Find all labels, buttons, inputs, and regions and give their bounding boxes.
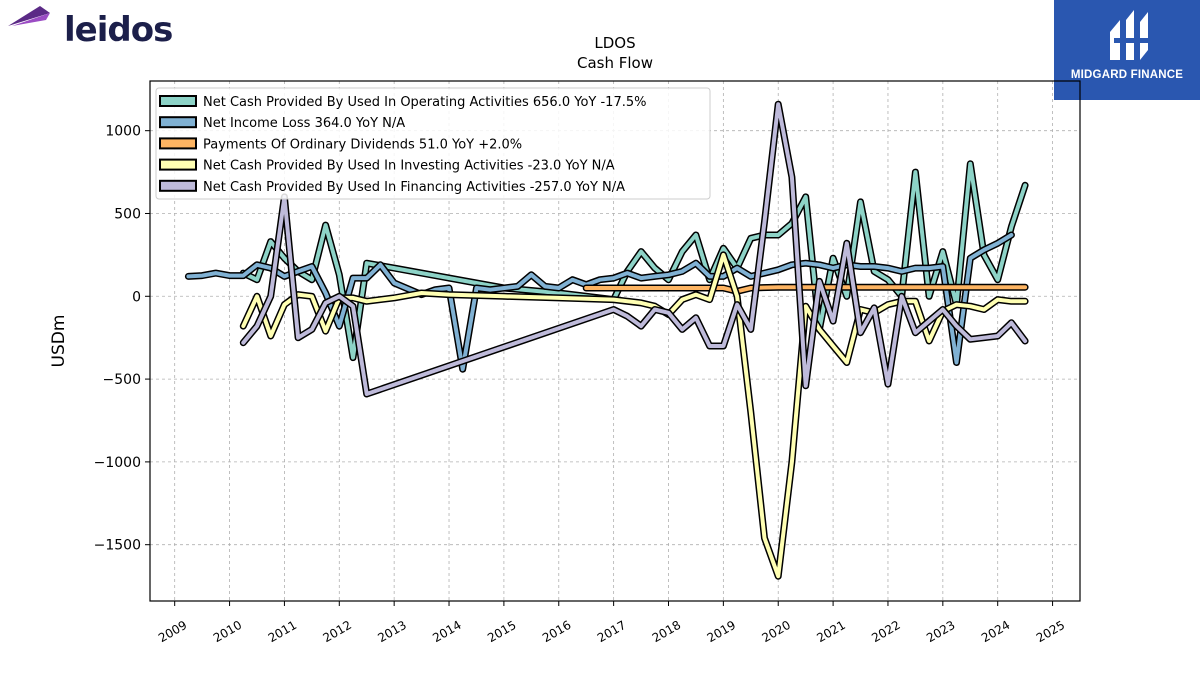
x-tick-label: 2024 (979, 618, 1012, 645)
series-path (584, 285, 1028, 294)
series-line-1 (239, 160, 1029, 362)
x-tick-label: 2014 (430, 618, 463, 645)
x-tick-label: 2016 (540, 618, 573, 645)
legend-swatch (159, 158, 197, 171)
legend-item: Net Cash Provided By Used In Financing A… (159, 179, 625, 195)
y-axis-label: USDm (49, 315, 69, 368)
legend-label: Net Cash Provided By Used In Financing A… (203, 180, 625, 195)
series-path (186, 233, 1014, 372)
x-tick-label: 2023 (924, 618, 957, 645)
legend-swatch (159, 95, 197, 107)
legend-item: Net Cash Provided By Used In Operating A… (159, 95, 646, 110)
legend-swatch (159, 116, 197, 129)
x-tick-label: 2021 (814, 618, 847, 645)
badge-name: MIDGARD FINANCE (1070, 69, 1184, 81)
legend-swatch (159, 137, 197, 150)
legend-label: Net Cash Provided By Used In Operating A… (203, 95, 646, 110)
x-tick-label: 2015 (485, 618, 518, 645)
plot-frame (149, 80, 1081, 602)
y-tick-label: 500 (114, 206, 141, 222)
legend-label: Payments Of Ordinary Dividends 51.0 YoY … (203, 137, 522, 152)
legend-label: Net Income Loss 364.0 YoY N/A (203, 116, 405, 131)
brand-name: leidos (64, 10, 173, 50)
series-lines (184, 100, 1029, 580)
midgard-finance-badge: MIDGARD FINANCE (1054, 0, 1200, 100)
series-path (241, 161, 1028, 360)
x-tick-label: 2017 (595, 618, 628, 645)
x-tick-label: 2012 (321, 618, 354, 645)
series-line-5 (239, 100, 1029, 398)
x-tick-label: 2009 (156, 618, 189, 645)
y-tick-label: 0 (132, 289, 141, 305)
x-tick-label: 2022 (869, 618, 902, 645)
x-tick-label: 2013 (375, 618, 408, 645)
x-tick-label: 2018 (650, 618, 683, 645)
y-tick-label: −1500 (94, 538, 141, 554)
legend-item: Payments Of Ordinary Dividends 51.0 YoY … (159, 137, 522, 152)
y-tick-label: 1000 (105, 124, 141, 140)
legend-label: Net Cash Provided By Used In Investing A… (203, 159, 615, 174)
y-tick-label: −1000 (94, 455, 141, 471)
legend-item: Net Cash Provided By Used In Investing A… (159, 158, 615, 174)
legend-box (155, 87, 711, 200)
x-tick-label: 2011 (266, 618, 299, 645)
legend-item: Net Income Loss 364.0 YoY N/A (159, 116, 405, 131)
legend: Net Cash Provided By Used In Operating A… (155, 87, 711, 200)
leidos-swoosh-icon (8, 6, 50, 26)
x-tick-label: 2025 (1034, 618, 1067, 645)
chart-subtitle: Cash Flow (577, 54, 653, 72)
midgard-logo-icon (1110, 10, 1148, 60)
y-tick-label: −500 (103, 372, 141, 388)
series-path (241, 102, 1028, 396)
legend-swatch (159, 179, 197, 192)
x-tick-label: 2010 (211, 618, 244, 645)
x-tick-label: 2020 (760, 618, 793, 645)
series-line-3 (582, 283, 1029, 295)
leidos-logo: leidos (6, 4, 176, 50)
chart-title: LDOS (594, 34, 635, 52)
series-line-2 (184, 231, 1015, 373)
x-tick-label: 2019 (705, 618, 738, 645)
